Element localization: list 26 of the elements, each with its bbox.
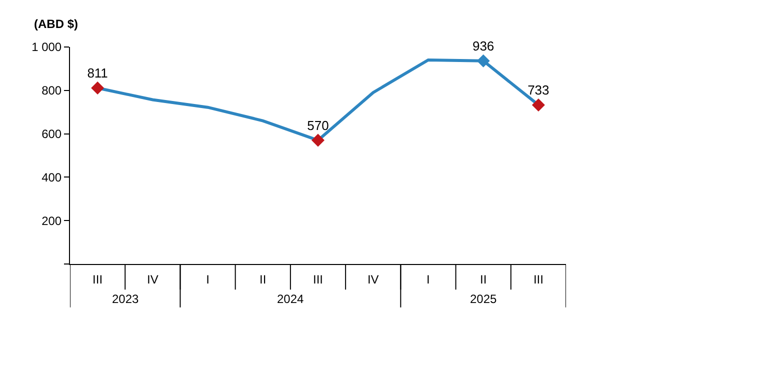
y-tick-label: 400 (42, 170, 62, 184)
x-tick-label: I (206, 272, 210, 286)
x-tick-label: IV (147, 272, 158, 286)
point (476, 54, 490, 68)
point (91, 82, 104, 95)
x-tick-label: III (312, 272, 324, 286)
y-tick-label: 200 (42, 214, 62, 228)
x-tick-label: II (260, 272, 266, 286)
point (312, 134, 324, 147)
x-tick-label: IV (367, 272, 379, 286)
data-label: 733 (528, 82, 550, 98)
data-label: 811 (87, 66, 108, 81)
y-tick-label: 800 (42, 84, 62, 98)
x-tick-label: II (480, 272, 487, 286)
x-tick-label: III (92, 272, 103, 286)
x-tick-label: I (426, 272, 430, 286)
point (532, 98, 545, 112)
text: 2025 (470, 292, 498, 306)
text: 2023 (112, 292, 140, 306)
data-label: 936 (472, 38, 494, 54)
y-tick-label: 600 (42, 127, 62, 141)
text: 2024 (277, 292, 304, 306)
data-label: 570 (307, 118, 329, 133)
y-tick-label: 1 000 (32, 40, 62, 54)
x-tick-label: III (533, 272, 544, 286)
y-axis-title: (ABD $) (34, 17, 78, 31)
